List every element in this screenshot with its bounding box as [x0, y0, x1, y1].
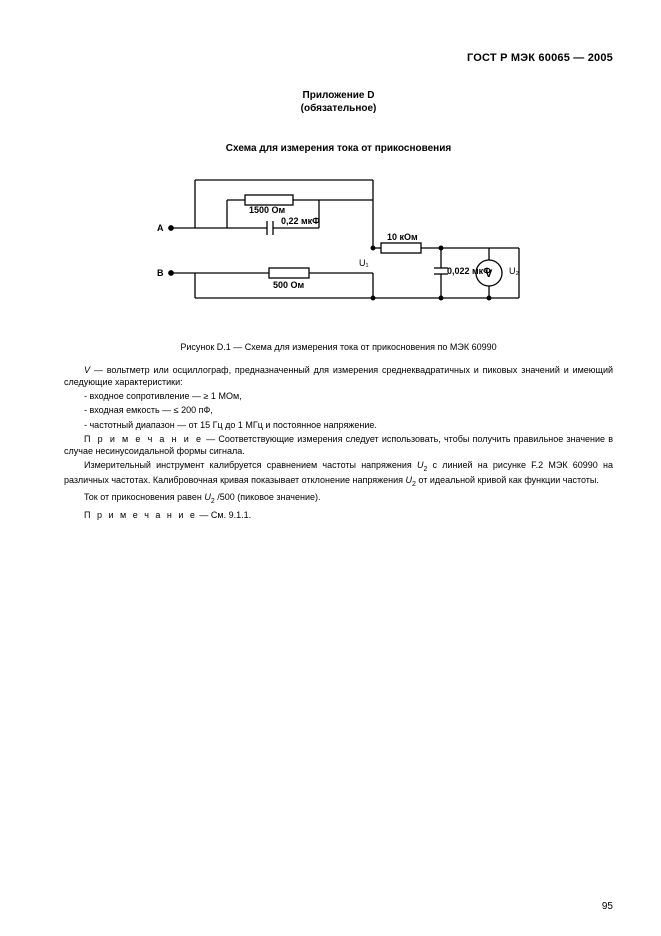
voltmeter-label: V	[485, 268, 493, 280]
para-touch-2: /500 (пиковое значение).	[215, 492, 321, 502]
page-number: 95	[602, 901, 613, 912]
circuit-diagram: А В 1500 Ом 0,22 мкФ 10 кОм 500 Ом 0,022…	[149, 168, 529, 328]
section-title: Схема для измерения тока от прикосновени…	[64, 143, 613, 154]
r3-label: 500 Ом	[273, 280, 305, 290]
note-2-label: П р и м е ч а н и е	[84, 510, 197, 520]
para-v-intro-rest: — вольтметр или осциллограф, предназначе…	[64, 365, 613, 387]
para-touch-1: Ток от прикосновения равен	[84, 492, 204, 502]
c1-label: 0,22 мкФ	[281, 216, 320, 226]
terminal-a-label: А	[157, 223, 164, 233]
terminal-b-label: В	[157, 268, 164, 278]
appendix-subtitle: (обязательное)	[64, 103, 613, 116]
para-v-intro: V — вольтметр или осциллограф, предназна…	[64, 364, 613, 388]
u2-label: U₂	[509, 266, 519, 276]
body-text: V — вольтметр или осциллограф, предназна…	[64, 364, 613, 521]
para-touch: Ток от прикосновения равен U2 /500 (пико…	[64, 491, 613, 506]
note-2-rest: — См. 9.1.1.	[197, 510, 251, 520]
bullet-2: - входная емкость — ≤ 200 пФ,	[64, 404, 613, 416]
figure: А В 1500 Ом 0,22 мкФ 10 кОм 500 Ом 0,022…	[64, 168, 613, 328]
r2-label: 10 кОм	[387, 232, 418, 242]
u1-label: U₁	[359, 258, 369, 268]
para-cal-3: от идеальной кривой как функции частоты.	[416, 475, 599, 485]
bullet-1: - входное сопротивление — ≥ 1 МОм,	[64, 390, 613, 402]
para-calibration: Измерительный инструмент калибруется сра…	[64, 459, 613, 489]
doc-header: ГОСТ Р МЭК 60065 — 2005	[64, 52, 613, 64]
note-1-label: П р и м е ч а н и е	[84, 434, 203, 444]
bullet-3: - частотный диапазон — от 15 Гц до 1 МГц…	[64, 419, 613, 431]
note-2: П р и м е ч а н и е — См. 9.1.1.	[64, 509, 613, 521]
page: ГОСТ Р МЭК 60065 — 2005 Приложение D (об…	[0, 0, 661, 936]
r1-label: 1500 Ом	[249, 205, 286, 215]
note-1: П р и м е ч а н и е — Соответствующие из…	[64, 433, 613, 457]
figure-caption: Рисунок D.1 — Схема для измерения тока о…	[64, 342, 613, 352]
appendix-title: Приложение D	[64, 90, 613, 103]
para-cal-1: Измерительный инструмент калибруется сра…	[84, 460, 417, 470]
appendix-block: Приложение D (обязательное)	[64, 90, 613, 115]
